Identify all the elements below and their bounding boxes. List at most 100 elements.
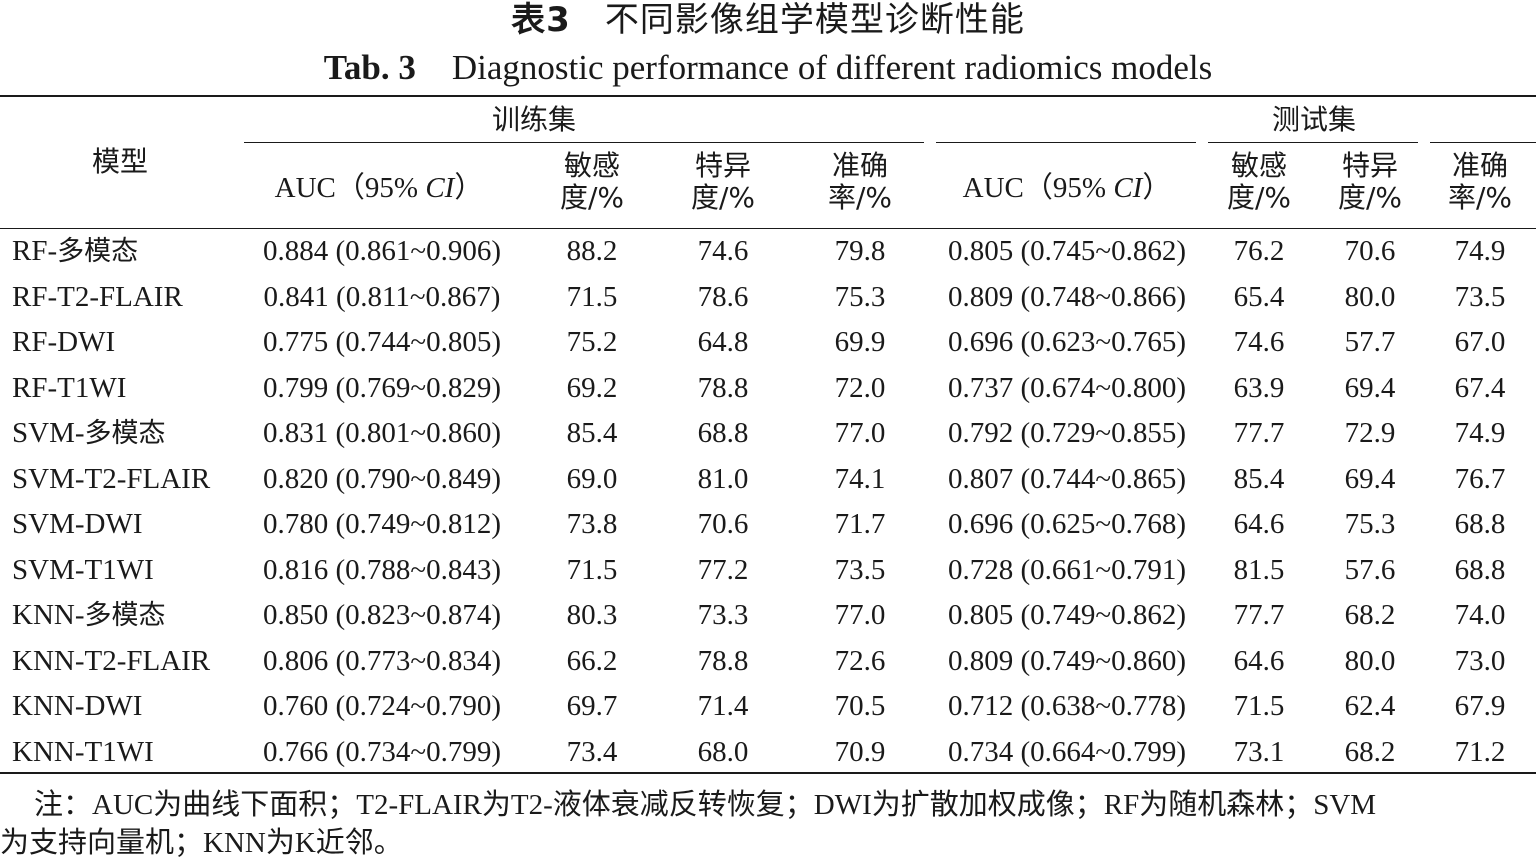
table-cell-train-spec: 74.6 (697, 235, 749, 267)
table-cell-train-auc: 0.831 (0.801~0.860) (262, 417, 501, 449)
table-cell-test-sens: 76.2 (1233, 235, 1285, 267)
table-cell-train-sens: 66.2 (566, 645, 618, 677)
table-row-model: RF-T1WI (12, 372, 127, 404)
table-cell-train-acc: 72.6 (834, 645, 886, 677)
table-cell-test-auc: 0.737 (0.674~0.800) (947, 372, 1186, 404)
table-cell-test-auc: 0.805 (0.749~0.862) (947, 599, 1186, 631)
table-cell-train-auc: 0.841 (0.811~0.867) (263, 281, 501, 313)
table-cell-test-acc: 71.2 (1454, 736, 1506, 768)
test-auc-rule (936, 142, 1196, 143)
table-cell-train-sens: 88.2 (566, 235, 618, 267)
table-cell-train-acc: 71.7 (834, 508, 886, 540)
header-test-sens: 敏感 度/% (1226, 149, 1292, 214)
table-cell-train-spec: 70.6 (697, 508, 749, 540)
table-cell-test-acc: 73.0 (1454, 645, 1506, 677)
header-rule (0, 228, 1536, 229)
table-cell-test-acc: 68.8 (1454, 554, 1506, 586)
note-line-1: 注：AUC为曲线下面积；T2-FLAIR为T2-液体衰减反转恢复；DWI为扩散加… (34, 789, 1377, 821)
test-group-rule (1208, 142, 1418, 143)
table-cell-train-spec: 78.6 (697, 281, 749, 313)
table-cell-test-acc: 67.0 (1454, 326, 1506, 358)
table-cell-train-acc: 74.1 (834, 463, 886, 495)
table-cell-test-auc: 0.734 (0.664~0.799) (947, 736, 1186, 768)
table-cell-train-spec: 68.0 (697, 736, 749, 768)
table-cell-test-sens: 74.6 (1233, 326, 1285, 358)
table-caption-en: Diagnostic performance of different radi… (451, 48, 1213, 87)
table-cell-test-acc: 76.7 (1454, 463, 1506, 495)
table-row-model: KNN-T2-FLAIR (12, 645, 211, 677)
table-note: 注：AUC为曲线下面积；T2-FLAIR为T2-液体衰减反转恢复；DWI为扩散加… (0, 786, 1536, 862)
header-model: 模型 (91, 145, 148, 178)
table-cell-train-sens: 73.8 (566, 508, 618, 540)
table-cell-train-auc: 0.884 (0.861~0.906) (262, 235, 501, 267)
table-cell-train-acc: 73.5 (834, 554, 886, 586)
table-row-model: KNN-多模态 (12, 599, 166, 631)
bottom-rule (0, 772, 1536, 774)
table-cell-test-spec: 57.6 (1344, 554, 1396, 586)
table-cell-train-acc: 70.9 (834, 736, 886, 768)
table-cell-test-auc: 0.809 (0.748~0.866) (947, 281, 1186, 313)
table-cell-test-spec: 68.2 (1344, 736, 1396, 768)
header-test-acc: 准确 率/% (1447, 149, 1513, 214)
table-cell-test-auc: 0.696 (0.623~0.765) (947, 326, 1186, 358)
table-cell-train-spec: 77.2 (697, 554, 749, 586)
table-row-model: RF-多模态 (12, 235, 139, 267)
table-cell-train-spec: 73.3 (697, 599, 749, 631)
table-cell-test-spec: 69.4 (1344, 463, 1396, 495)
table-cell-test-acc: 73.5 (1454, 281, 1506, 313)
table-cell-train-sens: 71.5 (566, 281, 618, 313)
table-cell-test-auc: 0.809 (0.749~0.860) (947, 645, 1186, 677)
table-row-model: SVM-DWI (12, 508, 143, 540)
table-cell-train-auc: 0.780 (0.749~0.812) (262, 508, 501, 540)
table-row-model: KNN-T1WI (12, 736, 154, 768)
header-train-group: 训练集 (491, 103, 576, 136)
table-cell-train-auc: 0.816 (0.788~0.843) (262, 554, 501, 586)
table-cell-train-auc: 0.760 (0.724~0.790) (262, 690, 501, 722)
table-cell-test-auc: 0.696 (0.625~0.768) (947, 508, 1186, 540)
table-row-model: SVM-T2-FLAIR (12, 463, 211, 495)
table-cell-train-auc: 0.766 (0.734~0.799) (262, 736, 501, 768)
table-cell-train-sens: 71.5 (566, 554, 618, 586)
table-row-model: SVM-多模态 (12, 417, 166, 449)
table-cell-test-spec: 80.0 (1344, 281, 1396, 313)
table-cell-test-spec: 80.0 (1344, 645, 1396, 677)
table-cell-test-acc: 67.9 (1454, 690, 1506, 722)
table-cell-train-acc: 72.0 (834, 372, 886, 404)
table-cell-test-spec: 62.4 (1344, 690, 1396, 722)
table-cell-test-auc: 0.792 (0.729~0.855) (947, 417, 1186, 449)
header-train-sens: 敏感 度/% (559, 149, 625, 214)
table-cell-test-spec: 57.7 (1344, 326, 1396, 358)
table-cell-train-spec: 64.8 (697, 326, 749, 358)
table-cell-test-sens: 65.4 (1233, 281, 1285, 313)
table-cell-train-sens: 69.0 (566, 463, 618, 495)
table-cell-train-acc: 70.5 (834, 690, 886, 722)
table-cell-train-spec: 68.8 (697, 417, 749, 449)
header-train-spec: 特异 度/% (690, 149, 756, 214)
table-cell-train-acc: 75.3 (834, 281, 886, 313)
header-train-auc: AUC（95% CI） (274, 172, 484, 204)
table-cell-test-spec: 70.6 (1344, 235, 1396, 267)
table-cell-test-sens: 77.7 (1233, 599, 1285, 631)
table-cell-test-auc: 0.728 (0.661~0.791) (947, 554, 1186, 586)
table-cell-train-acc: 77.0 (834, 599, 886, 631)
train-group-rule (244, 142, 924, 143)
table-cell-test-spec: 72.9 (1344, 417, 1396, 449)
table-cell-train-sens: 75.2 (566, 326, 618, 358)
table-cell-train-sens: 85.4 (566, 417, 618, 449)
table-cell-train-acc: 69.9 (834, 326, 886, 358)
table-cell-test-sens: 81.5 (1233, 554, 1285, 586)
header-test-auc: AUC（95% CI） (962, 172, 1172, 204)
note-line-2: 为支持向量机；KNN为K近邻。 (0, 827, 403, 859)
table-cell-train-sens: 80.3 (566, 599, 618, 631)
table-cell-train-acc: 79.8 (834, 235, 886, 267)
table-cell-test-spec: 75.3 (1344, 508, 1396, 540)
header-test-group: 测试集 (1271, 103, 1356, 136)
table-cell-train-spec: 78.8 (697, 645, 749, 677)
table-caption-cn: 不同影像组学模型诊断性能 (604, 0, 1025, 40)
table-cell-train-spec: 81.0 (697, 463, 749, 495)
table-row-model: KNN-DWI (12, 690, 143, 722)
table-cell-test-acc: 74.9 (1454, 417, 1506, 449)
table-cell-test-auc: 0.712 (0.638~0.778) (947, 690, 1186, 722)
table-cell-test-sens: 71.5 (1233, 690, 1285, 722)
table-cell-train-auc: 0.820 (0.790~0.849) (262, 463, 501, 495)
